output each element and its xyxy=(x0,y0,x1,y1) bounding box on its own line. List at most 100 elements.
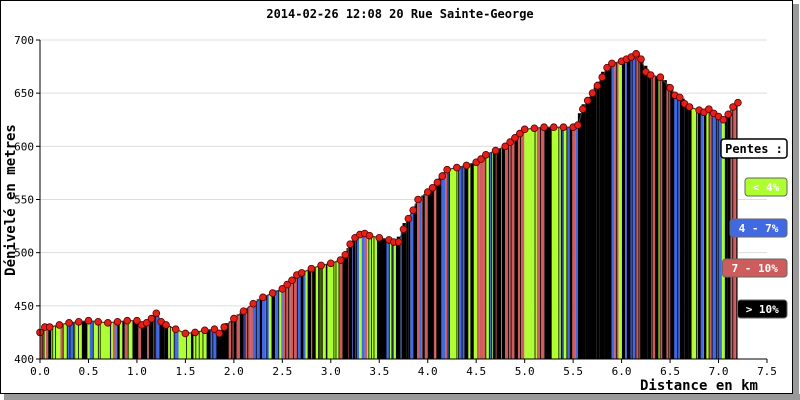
slope-bar xyxy=(349,241,353,359)
x-tick-label: 1.5 xyxy=(175,365,195,378)
slope-bar-divider xyxy=(206,330,208,359)
axes xyxy=(36,39,768,363)
slope-bar xyxy=(457,167,459,359)
slope-bar xyxy=(369,235,372,359)
slope-bar-divider xyxy=(231,319,233,359)
slope-bar xyxy=(84,320,88,359)
slope-bar-divider xyxy=(401,231,403,359)
slope-bar-divider xyxy=(380,237,382,359)
legend-label: < 4% xyxy=(753,181,780,194)
profile-point xyxy=(346,240,354,248)
slope-bar-divider xyxy=(673,92,675,359)
slope-bar-divider xyxy=(586,101,588,359)
x-tick-label: 0.0 xyxy=(30,365,50,378)
slope-bar-divider xyxy=(456,167,458,359)
slope-bar-divider xyxy=(62,324,64,359)
slope-bar xyxy=(374,236,378,359)
slope-bar-divider xyxy=(233,318,235,359)
slope-bar-divider xyxy=(307,269,309,359)
slope-bar-divider xyxy=(510,140,512,359)
profile-point xyxy=(598,73,607,82)
slope-bar-divider xyxy=(626,58,629,359)
slope-bar xyxy=(400,231,403,359)
slope-bar-divider xyxy=(224,326,226,359)
slope-bar xyxy=(712,112,716,359)
slope-bar xyxy=(709,109,713,359)
profile-point xyxy=(171,325,180,334)
slope-bar xyxy=(239,311,244,359)
slope-bar xyxy=(593,87,597,359)
slope-bar-divider xyxy=(300,272,302,359)
slope-bar xyxy=(449,168,454,359)
profile-point xyxy=(113,317,122,326)
slope-bar-divider xyxy=(202,330,204,359)
slope-bar-divider xyxy=(520,132,522,359)
slope-bar xyxy=(495,149,498,359)
slope-bar xyxy=(116,321,118,359)
slope-bar-divider xyxy=(550,127,553,359)
slope-bar xyxy=(176,329,179,359)
legend-label: 7 - 10% xyxy=(732,262,779,275)
profile-point xyxy=(152,309,161,318)
slope-bar-divider xyxy=(212,329,214,359)
profile-point xyxy=(574,121,582,129)
profile-point xyxy=(45,323,54,331)
profile-point xyxy=(583,96,592,105)
slope-bar xyxy=(408,215,411,359)
slope-bar xyxy=(489,152,493,359)
slope-bar xyxy=(716,115,719,359)
x-tick-label: 3.0 xyxy=(321,365,341,378)
slope-bar xyxy=(416,201,418,359)
slope-bar xyxy=(511,137,516,359)
slope-bar xyxy=(386,239,390,359)
slope-bar xyxy=(410,210,414,359)
slope-bar xyxy=(671,89,673,359)
slope-bar xyxy=(555,127,558,359)
slope-bar xyxy=(433,184,436,359)
slope-bar xyxy=(334,261,337,359)
slope-bar xyxy=(87,320,90,359)
profile-point xyxy=(94,317,102,326)
slope-bar xyxy=(42,327,45,359)
slope-bar-divider xyxy=(562,127,564,359)
slope-bar-divider xyxy=(320,265,322,359)
slope-bar xyxy=(186,332,192,359)
slope-bar-divider xyxy=(449,169,451,359)
x-tick-label: 3.5 xyxy=(369,365,389,378)
slope-bar-divider xyxy=(458,167,460,359)
slope-bar xyxy=(633,54,637,359)
slope-bar xyxy=(406,218,409,359)
slope-bar xyxy=(567,127,571,359)
slope-bar xyxy=(445,169,449,359)
profile-point xyxy=(365,231,374,240)
slope-bar-divider xyxy=(413,206,416,359)
slope-bar-divider xyxy=(368,234,370,359)
slope-bar-divider xyxy=(705,110,707,359)
slope-bar-divider xyxy=(547,127,549,359)
slope-bar xyxy=(575,125,578,359)
slope-bar xyxy=(265,295,268,359)
slope-bar-divider xyxy=(310,268,312,359)
slope-bar xyxy=(589,91,594,359)
slope-bar-divider xyxy=(235,316,237,359)
chart-title: 2014-02-26 12:08 20 Rue Sainte-George xyxy=(266,7,533,21)
slope-bar-divider xyxy=(717,115,720,359)
slope-bar xyxy=(377,237,382,359)
profile-point xyxy=(433,178,442,187)
x-tick-label: 5.0 xyxy=(515,365,535,378)
profile-point xyxy=(181,329,190,338)
slope-bar xyxy=(159,318,163,359)
slope-bar-divider xyxy=(149,319,151,359)
slope-bar xyxy=(389,240,393,359)
slope-bar xyxy=(563,127,568,359)
slope-bar xyxy=(203,330,208,359)
slope-bar-divider xyxy=(173,327,175,359)
profile-point xyxy=(307,264,316,273)
slope-bar-divider xyxy=(342,257,344,359)
slope-bar-divider xyxy=(447,169,449,359)
chart-shadow-bottom xyxy=(4,394,800,400)
slope-bar-divider xyxy=(493,151,495,359)
profile-point xyxy=(530,124,539,133)
y-tick-label: 400 xyxy=(14,353,34,366)
profile-point xyxy=(685,103,694,111)
